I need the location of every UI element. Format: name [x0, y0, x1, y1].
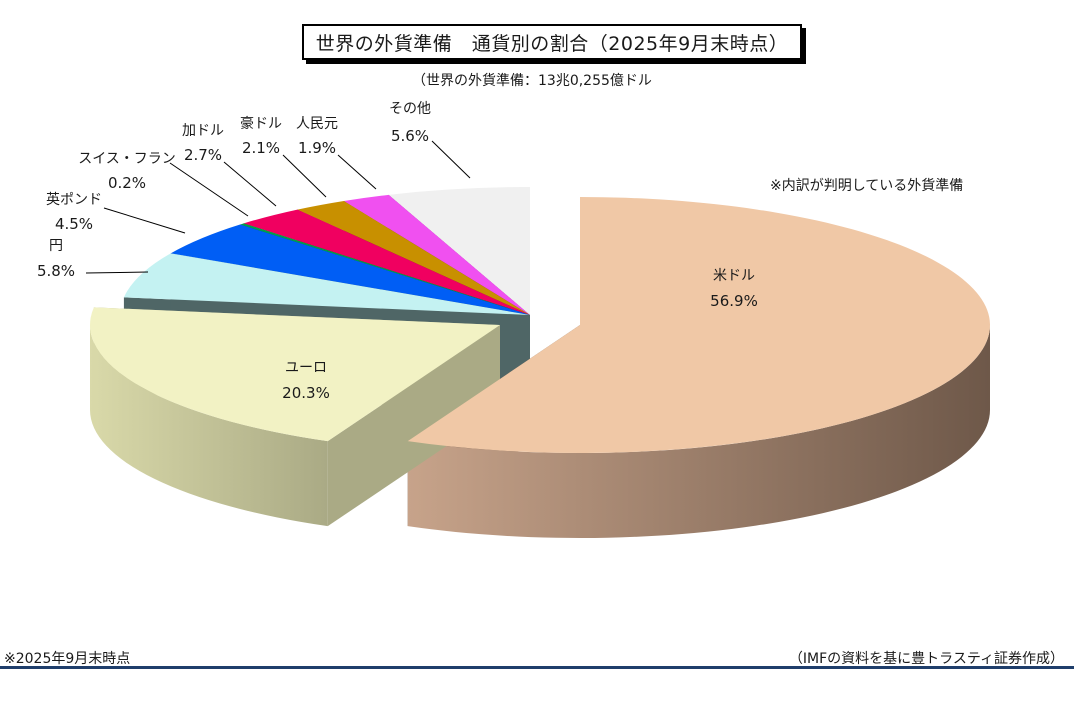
slice-name-label: 英ポンド: [46, 191, 102, 208]
leader-line: [223, 161, 277, 207]
slice-value-label: 5.6%: [391, 127, 429, 145]
pie-slice-7: [343, 194, 530, 315]
slice-value-label: 0.2%: [108, 174, 146, 192]
slice-value-label: 2.7%: [184, 146, 222, 164]
chart-title: 世界の外貨準備 通貨別の割合（2025年9月末時点）: [302, 24, 802, 60]
leader-line: [337, 154, 377, 190]
pie-tops: [90, 187, 990, 453]
pie-slice-2: [123, 253, 530, 315]
pie-slice-1: [90, 307, 501, 442]
slice-value-label: 20.3%: [282, 384, 330, 402]
slice-value-label: 56.9%: [710, 292, 758, 310]
slice-name-label: ユーロ: [285, 360, 327, 376]
slice-value-label: 2.1%: [242, 139, 280, 157]
footer-source: （IMFの資料を基に豊トラスティ証券作成）: [788, 651, 1064, 667]
pie-slice-3: [170, 224, 530, 315]
slice-value-label: 5.8%: [37, 262, 75, 280]
leader-line: [431, 140, 471, 179]
pie-outer-side: [90, 325, 328, 527]
pie-slice-4: [240, 223, 530, 315]
leader-line: [169, 162, 249, 217]
slice-name-label: その他: [389, 101, 431, 117]
pie-slice-8: [388, 187, 530, 315]
pie-outer-side: [407, 325, 990, 539]
chart-title-text: 世界の外貨準備 通貨別の割合（2025年9月末時点）: [315, 32, 789, 55]
leader-line: [282, 154, 327, 198]
slice-name-label: 米ドル: [713, 268, 755, 284]
chart-subtitle: （世界の外貨準備：13兆0,255億ドル: [412, 73, 652, 89]
pie-slice-0: [407, 197, 990, 453]
slice-value-label: 4.5%: [55, 215, 93, 233]
pie-labels: 米ドル 56.9% ユーロ 20.3% 円 5.8% 英ポンド 4.5% スイス・フラン 0.2%…: [37, 101, 758, 402]
slice-name-label: 円: [49, 238, 63, 254]
slice-name-label: 加ドル: [182, 123, 224, 139]
pie-slice-6: [297, 200, 530, 315]
leader-line: [85, 271, 149, 274]
footer-divider: [0, 666, 1074, 669]
chart-note: ※内訳が判明している外貨準備: [770, 178, 964, 194]
slice-name-label: スイス・フラン: [78, 151, 176, 167]
leader-line: [103, 207, 186, 234]
slice-name-label: 人民元: [296, 116, 338, 132]
slice-value-label: 1.9%: [298, 139, 336, 157]
slice-name-label: 豪ドル: [240, 116, 282, 132]
footer-date-note: ※2025年9月末時点: [4, 651, 131, 667]
pie-slice-5: [243, 209, 530, 315]
